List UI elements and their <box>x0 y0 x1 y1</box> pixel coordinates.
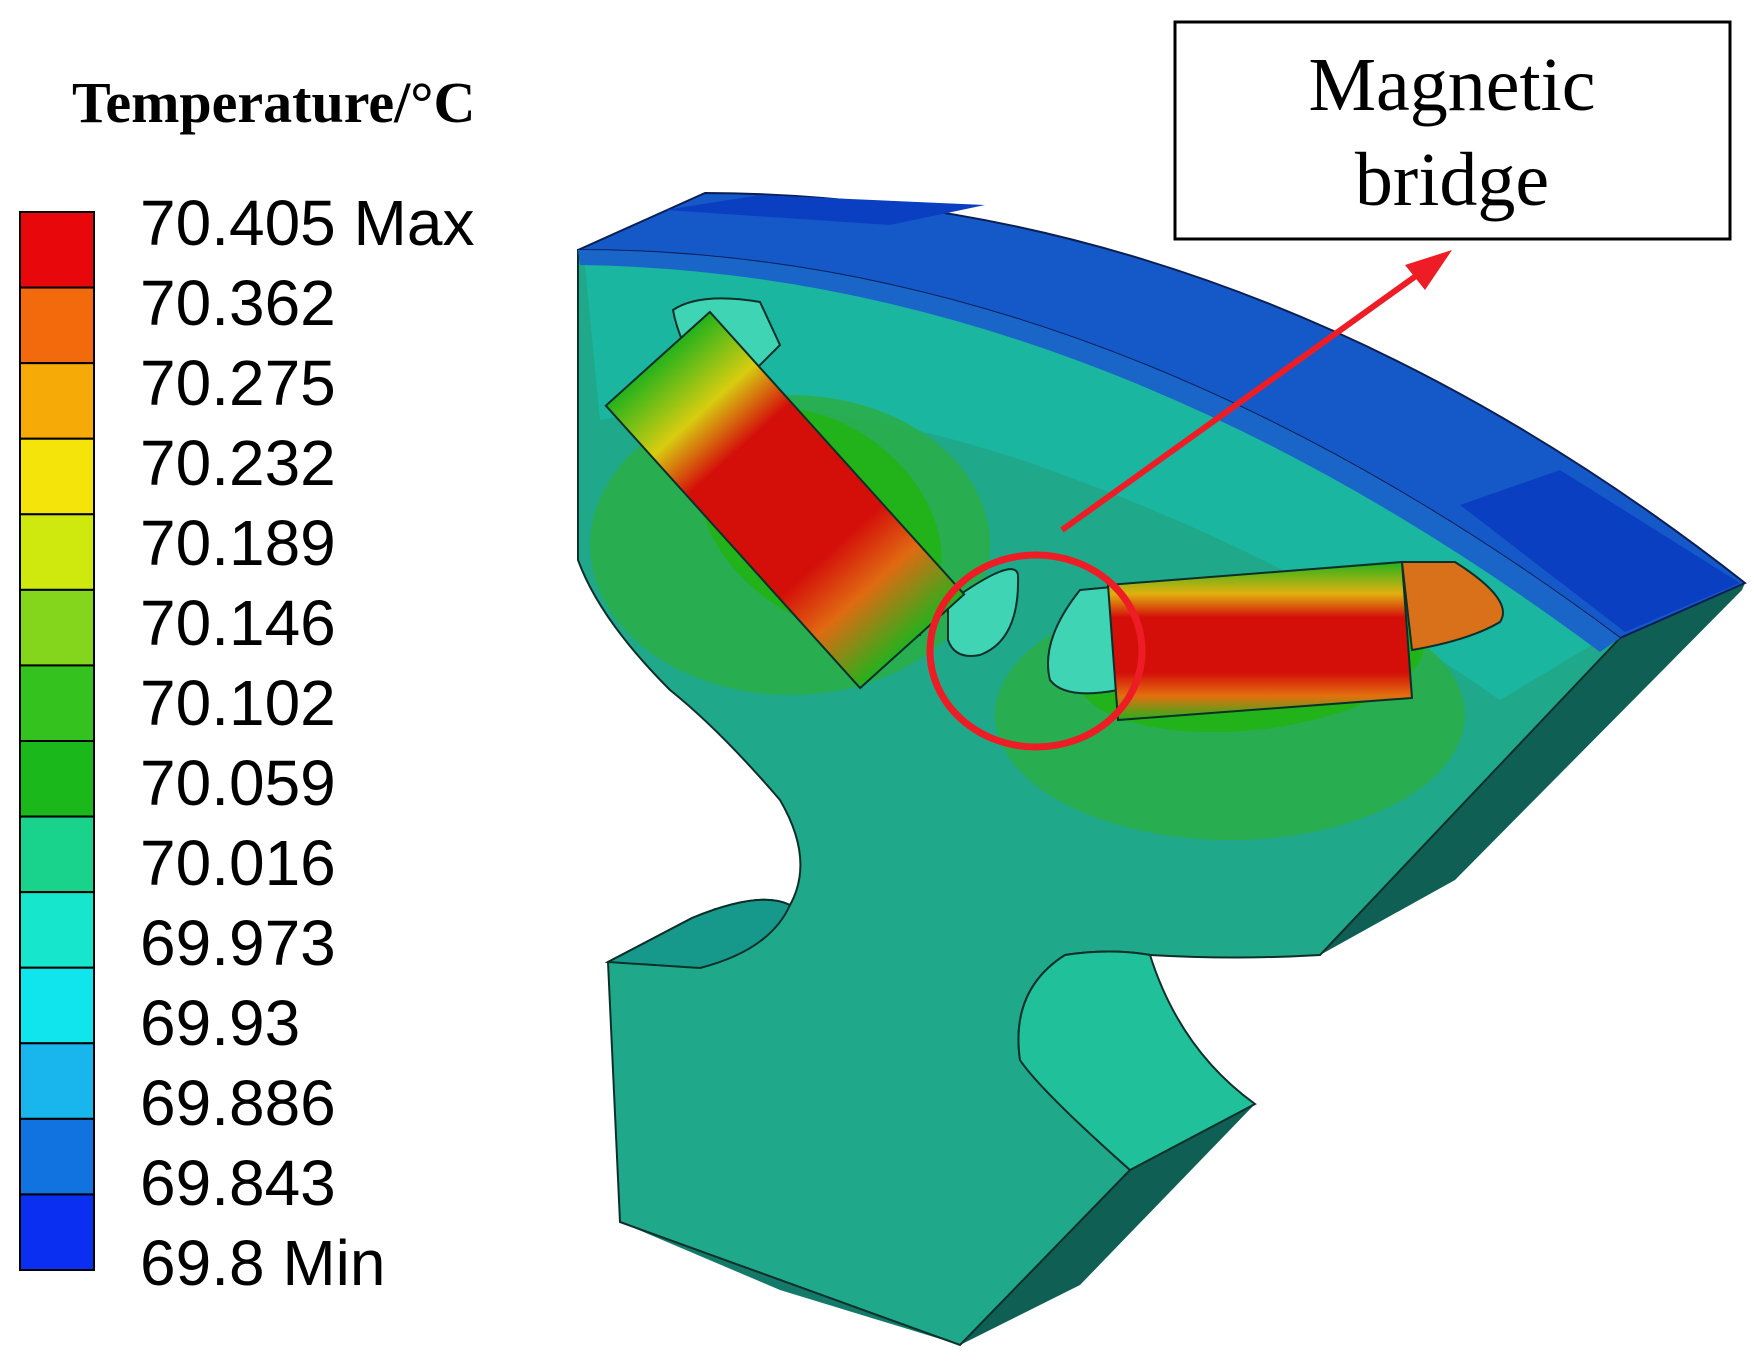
legend-swatch <box>19 588 95 667</box>
legend-title: Temperature/°C <box>72 70 475 135</box>
rotor-right-face <box>1320 583 1745 955</box>
legend-swatch <box>19 966 95 1045</box>
legend-swatch <box>19 437 95 516</box>
magnetic-bridge-annotation: Magnetic bridge <box>926 20 1732 751</box>
legend-swatch <box>19 1117 95 1196</box>
legend-label: 69.973 <box>140 907 336 979</box>
legend-swatch <box>19 362 95 440</box>
legend-label: 70.232 <box>140 427 336 499</box>
legend-swatch <box>19 815 95 894</box>
legend-swatch <box>19 664 95 743</box>
legend-label: 70.189 <box>140 507 336 579</box>
rotor-bottom-right-face <box>960 1104 1255 1345</box>
legend-swatch <box>19 286 95 365</box>
legend-swatch <box>19 211 95 289</box>
sleeve-dark-patch-left <box>665 195 985 225</box>
callout-line-1: Magnetic <box>1308 43 1595 127</box>
slot-groove-upper <box>604 898 792 970</box>
magnetic-bridge-highlight-circle <box>926 551 1146 751</box>
legend-label: 69.886 <box>140 1067 336 1139</box>
legend-label: 69.93 <box>140 987 300 1059</box>
legend-label: 69.8 Min <box>140 1227 385 1299</box>
legend-label: 69.843 <box>140 1147 336 1219</box>
flux-barrier-bridge-right <box>1047 585 1120 695</box>
magnet-left <box>604 310 966 690</box>
callout-line-2: bridge <box>1355 138 1549 222</box>
legend-swatch <box>19 513 95 591</box>
legend-label: 70.275 <box>140 347 336 419</box>
legend-swatches <box>19 211 95 1272</box>
legend-label: 70.102 <box>140 667 336 739</box>
annotation-arrow-line <box>1060 265 1429 533</box>
legend-labels: 70.405 Max 70.362 70.275 70.232 70.189 70.146… <box>140 187 474 1299</box>
legend-swatch <box>19 740 95 818</box>
legend-label: 70.405 Max <box>140 187 474 259</box>
legend-label: 70.362 <box>140 267 336 339</box>
magnet-right <box>1106 560 1414 722</box>
annotation-arrow-head <box>1405 250 1452 290</box>
legend-label: 70.059 <box>140 747 336 819</box>
color-legend: Temperature/°C 70.405 Max70.36270.27570.… <box>19 70 475 1299</box>
rotor-segment <box>577 191 1747 1347</box>
sleeve-dark-patch-right <box>1460 470 1740 632</box>
legend-label: 70.146 <box>140 587 336 659</box>
slot-groove-lower <box>1017 950 1257 1172</box>
magnet-right-tip <box>1400 561 1504 652</box>
legend-label: 70.016 <box>140 827 336 899</box>
legend-swatch <box>19 1042 95 1120</box>
legend-swatch <box>19 1193 95 1272</box>
callout-box <box>1173 20 1732 241</box>
flux-barrier-bridge-left <box>947 568 1020 657</box>
legend-swatch <box>19 891 95 969</box>
